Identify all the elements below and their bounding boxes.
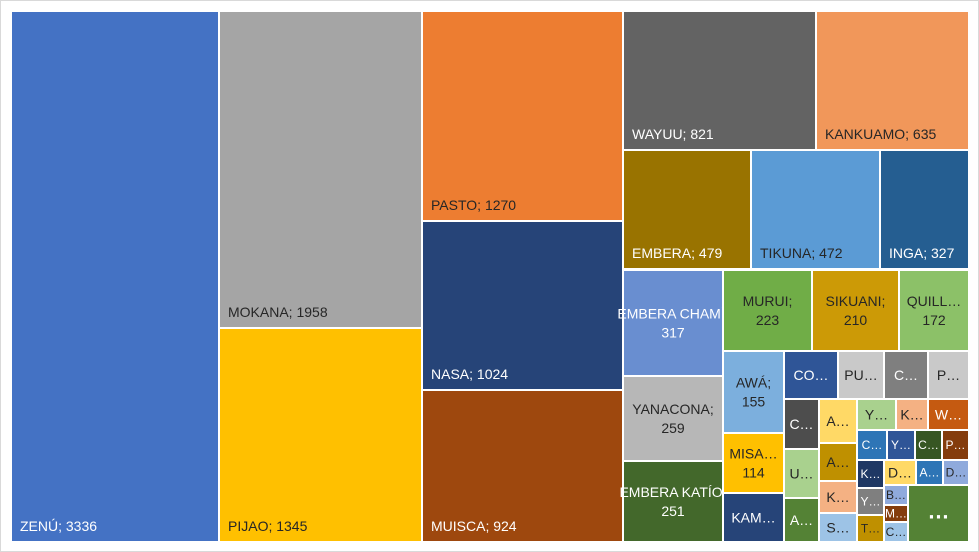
treemap-label-wayuu: WAYUU; 821 (632, 126, 714, 142)
treemap-tile-y (858, 400, 895, 429)
treemap-label-misa: MISA… 114 (729, 446, 777, 481)
treemap-tile-u (785, 450, 818, 497)
treemap-tile-c (885, 523, 907, 541)
treemap-label-co: CO… (794, 367, 829, 383)
treemap-tile-c (916, 431, 941, 459)
treemap-tile-t (858, 516, 883, 541)
treemap-label-muisca: MUISCA; 924 (431, 518, 517, 534)
treemap-tile-wayuu (624, 12, 815, 149)
treemap-label-p: P… (945, 438, 965, 452)
treemap-label-inga: INGA; 327 (889, 245, 955, 261)
treemap-label-mokana: MOKANA; 1958 (228, 304, 328, 320)
treemap-tile-quill (900, 271, 968, 350)
treemap-label-quill: QUILL… 172 (907, 293, 961, 328)
treemap-label-k: K… (826, 489, 849, 505)
treemap-tile-s (820, 514, 856, 541)
treemap-label-pasto: PASTO; 1270 (431, 197, 516, 213)
treemap-tile-embera-chami (624, 271, 722, 375)
treemap-tile-kam (724, 494, 783, 541)
treemap-label-y: Y… (865, 407, 888, 423)
treemap-label-c: C… (918, 438, 939, 452)
treemap-tile-embera-katio (624, 462, 722, 541)
treemap-tile-w (929, 400, 968, 429)
treemap-tile-p (943, 431, 968, 459)
treemap-tile-zenu (12, 12, 218, 541)
treemap-tile-m (885, 506, 907, 521)
treemap-tile-mokana (220, 12, 421, 327)
treemap-tile-inga (881, 151, 968, 268)
treemap-tile-y (888, 431, 914, 459)
treemap-label-y: Y… (891, 438, 911, 452)
treemap-label-m: M… (885, 507, 907, 521)
treemap-tile-tikuna (752, 151, 879, 268)
treemap-tile-more (909, 486, 968, 541)
treemap-label-embera-chami: EMBERA CHAMÍ; 317 (617, 306, 728, 341)
treemap-label-yanacona: YANACONA; 259 (632, 401, 713, 436)
treemap-tile-pasto (423, 12, 622, 220)
treemap-label-embera-katio: EMBERA KATÍO; 251 (619, 484, 726, 519)
treemap-label-a: A… (826, 454, 849, 470)
treemap-label-b: B… (886, 488, 906, 502)
treemap-tile-y (858, 489, 883, 514)
treemap-label-k: K… (860, 467, 880, 481)
treemap-tile-murui (724, 271, 811, 350)
treemap-label-u: U… (789, 466, 813, 482)
treemap-label-kam: KAM… (731, 510, 775, 526)
treemap-label-awa: AWÁ; 155 (736, 375, 771, 410)
treemap-tile-pu (839, 352, 883, 398)
treemap-label-tikuna: TIKUNA; 472 (760, 245, 843, 261)
treemap-label-sikuani: SIKUANI; 210 (826, 293, 886, 328)
treemap-tile-sikuani (813, 271, 898, 350)
treemap-tile-a (917, 461, 942, 484)
treemap-tile-d (944, 461, 968, 484)
treemap-label-c: C… (886, 525, 907, 539)
treemap-label-kankuamo: KANKUAMO; 635 (825, 126, 936, 142)
treemap-label-t: T… (861, 522, 880, 536)
treemap-label-k: K… (900, 407, 923, 423)
treemap-label-y: Y… (860, 495, 880, 509)
treemap-label-c: C… (894, 367, 918, 383)
treemap-label-a: A… (826, 413, 849, 429)
treemap-tile-co (785, 352, 837, 398)
treemap-label-nasa: NASA; 1024 (431, 366, 508, 382)
treemap-tile-k (820, 482, 856, 512)
treemap-tile-kankuamo (817, 12, 968, 149)
treemap-tile-a (820, 444, 856, 480)
treemap-label-a: A… (919, 466, 939, 480)
treemap-tile-b (885, 486, 907, 504)
treemap-label-zenu: ZENÚ; 3336 (20, 518, 97, 534)
treemap-tile-a (820, 400, 856, 442)
treemap-tile-a (785, 499, 818, 541)
treemap-tile-embera (624, 151, 750, 268)
treemap-label-more: … (928, 499, 950, 524)
treemap-label-pu: PU… (844, 367, 877, 383)
treemap-tile-misa (724, 434, 783, 492)
treemap-tile-nasa (423, 222, 622, 389)
treemap-tile-pijao (220, 329, 421, 541)
treemap-label-c: C… (789, 416, 813, 432)
treemap-label-d: D… (946, 466, 967, 480)
treemap-tile-c (785, 400, 818, 448)
treemap-tile-p (929, 352, 968, 398)
treemap-label-d: D… (888, 465, 912, 481)
treemap-label-murui: MURUI; 223 (743, 293, 793, 328)
treemap-label-c: C… (862, 438, 883, 452)
treemap-tile-awa (724, 352, 783, 432)
treemap-label-pijao: PIJAO; 1345 (228, 518, 308, 534)
treemap-label-embera: EMBERA; 479 (632, 245, 722, 261)
treemap-tile-c (885, 352, 927, 398)
treemap-tile-d (885, 461, 915, 484)
treemap-tile-yanacona (624, 377, 722, 460)
treemap-label-w: W… (935, 407, 962, 423)
treemap-tile-k (897, 400, 927, 429)
treemap-label-p: P… (937, 367, 960, 383)
treemap-label-s: S… (826, 520, 849, 536)
treemap-label-a: A… (790, 512, 813, 528)
treemap-tile-k (858, 461, 883, 487)
treemap-tile-muisca (423, 391, 622, 541)
treemap-tile-c (858, 431, 886, 459)
